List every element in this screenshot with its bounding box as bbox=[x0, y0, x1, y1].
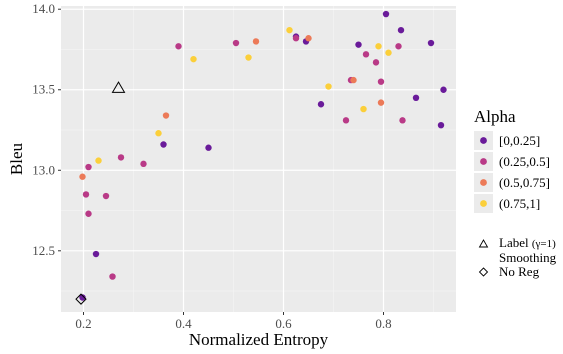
x-tick-label: 0.6 bbox=[275, 316, 292, 331]
legend-color-entries: [0,0.25] (0.25,0.5] (0.5,0.75] (0.75,1] bbox=[474, 131, 550, 213]
legend-label: [0,0.25] bbox=[499, 133, 540, 148]
plot-panel bbox=[61, 6, 456, 312]
data-point bbox=[395, 43, 402, 50]
data-point bbox=[342, 117, 350, 124]
y-tick-label: 14.0 bbox=[32, 1, 55, 16]
legend: Alpha [0,0.25] (0.25,0.5] (0.5,0.75] (0.75,… bbox=[474, 107, 557, 279]
minor-gridlines bbox=[61, 6, 456, 312]
data-point bbox=[362, 51, 370, 58]
data-point bbox=[377, 78, 385, 85]
data-point bbox=[85, 210, 92, 217]
data-point bbox=[372, 59, 380, 66]
data-point bbox=[317, 101, 325, 108]
legend-title: Alpha bbox=[474, 107, 516, 126]
data-point bbox=[286, 26, 293, 34]
data-point bbox=[377, 99, 385, 106]
data-point bbox=[102, 192, 110, 200]
data-point bbox=[399, 117, 406, 124]
data-point bbox=[95, 157, 102, 164]
data-points bbox=[75, 10, 447, 305]
major-gridlines bbox=[61, 6, 456, 312]
data-point bbox=[382, 10, 390, 18]
data-point bbox=[245, 54, 252, 61]
x-tick-label: 0.4 bbox=[175, 316, 192, 331]
data-point bbox=[397, 26, 405, 34]
x-axis-title: Normalized Entropy bbox=[189, 330, 329, 349]
legend-label: Label (γ=1) bbox=[499, 235, 556, 250]
data-point bbox=[162, 112, 170, 119]
data-point bbox=[155, 130, 162, 137]
data-point bbox=[160, 141, 167, 148]
y-axis-ticks: 12.5 13.0 13.5 14.0 bbox=[32, 1, 61, 258]
legend-key-dot bbox=[480, 137, 487, 144]
diamond-icon bbox=[478, 267, 489, 277]
y-tick-label: 12.5 bbox=[32, 243, 55, 258]
data-point bbox=[385, 49, 392, 56]
data-point bbox=[440, 86, 447, 93]
data-point bbox=[140, 160, 147, 168]
legend-key-dot bbox=[480, 158, 487, 165]
data-point bbox=[117, 154, 125, 161]
y-tick-label: 13.5 bbox=[32, 82, 55, 97]
legend-key-dot bbox=[480, 179, 487, 186]
data-point bbox=[82, 191, 90, 198]
data-point bbox=[305, 35, 312, 42]
data-point bbox=[92, 250, 100, 258]
data-point bbox=[292, 35, 300, 42]
legend-label: No Reg bbox=[499, 264, 540, 279]
data-point bbox=[79, 294, 86, 301]
legend-label-suffix: (γ=1) bbox=[532, 238, 556, 250]
legend-key-dot bbox=[480, 200, 487, 207]
data-point bbox=[205, 144, 212, 151]
x-tick-label: 0.8 bbox=[375, 316, 391, 331]
triangle-icon bbox=[478, 239, 489, 248]
legend-label: (0.5,0.75] bbox=[499, 175, 550, 190]
legend-label: (0.25,0.5] bbox=[499, 154, 550, 169]
data-point bbox=[350, 76, 357, 84]
data-point bbox=[360, 105, 367, 113]
data-point bbox=[375, 43, 382, 50]
x-axis-ticks: 0.2 0.4 0.6 0.8 bbox=[75, 312, 392, 331]
data-point bbox=[325, 83, 332, 90]
data-point bbox=[412, 94, 420, 102]
data-point bbox=[79, 173, 86, 180]
data-point bbox=[175, 43, 182, 50]
data-point bbox=[85, 163, 92, 171]
y-tick-label: 13.0 bbox=[32, 162, 55, 177]
label-smoothing-marker bbox=[111, 81, 126, 93]
data-point bbox=[355, 41, 362, 48]
data-point bbox=[427, 39, 435, 47]
data-point bbox=[437, 121, 445, 129]
data-point bbox=[190, 55, 197, 63]
y-axis-title: Bleu bbox=[7, 142, 26, 175]
no-reg-marker bbox=[75, 293, 87, 305]
data-point bbox=[232, 39, 240, 47]
legend-label: Smoothing bbox=[499, 250, 557, 265]
x-tick-label: 0.2 bbox=[75, 316, 91, 331]
data-point bbox=[109, 273, 116, 280]
data-point bbox=[252, 38, 260, 45]
legend-label: (0.75,1] bbox=[499, 196, 540, 211]
